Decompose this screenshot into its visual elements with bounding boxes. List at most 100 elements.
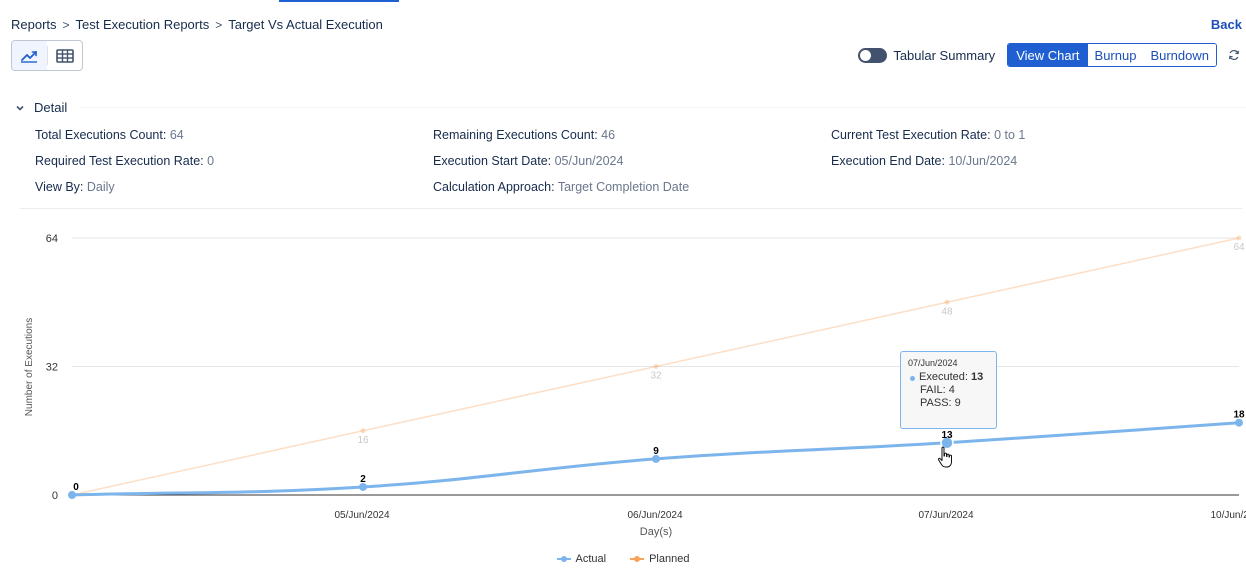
detail-value: 64: [169, 128, 184, 142]
tabular-summary-label: Tabular Summary: [893, 47, 996, 63]
detail-value: 0: [207, 154, 215, 168]
breadcrumb-test-execution-reports[interactable]: Test Execution Reports: [75, 17, 210, 32]
tooltip-executed: Executed: 13: [908, 371, 989, 384]
detail-value: 05/Jun/2024: [554, 154, 624, 168]
detail-section-toggle[interactable]: Detail: [15, 100, 67, 115]
tooltip-pass: PASS: 9: [908, 397, 989, 410]
detail-label: Total Executions Count:: [35, 128, 167, 142]
view-chart-button[interactable]: View Chart: [1008, 44, 1088, 66]
active-tab-indicator: [279, 0, 399, 2]
toggle-divider: [46, 46, 48, 65]
detail-value: 10/Jun/2024: [948, 154, 1018, 168]
tooltip-executed-value: 13: [970, 371, 984, 383]
breadcrumb: Reports > Test Execution Reports > Targe…: [11, 17, 383, 32]
data-point-actual: [359, 482, 367, 491]
breadcrumb-separator: >: [215, 17, 223, 32]
detail-calc-approach: Calculation Approach: Target Completion …: [433, 180, 689, 194]
series-line-planned: [71, 237, 1240, 496]
tooltip-pass-label: PASS:: [920, 397, 952, 409]
burnup-button[interactable]: Burnup: [1087, 44, 1144, 66]
y-tick-label: 32: [46, 362, 58, 374]
tabular-summary-toggle[interactable]: [858, 47, 888, 63]
data-label-planned: 64: [1233, 242, 1245, 253]
legend-swatch: [630, 556, 645, 562]
detail-value: 0 to 1: [994, 128, 1026, 142]
chart-view-button[interactable]: [12, 41, 47, 70]
detail-start-date: Execution Start Date: 05/Jun/2024: [433, 154, 623, 168]
detail-value: Daily: [86, 180, 115, 194]
data-point-planned: [944, 299, 950, 305]
data-point-actual: [68, 491, 76, 499]
detail-required-rate: Required Test Execution Rate: 0: [35, 154, 214, 168]
x-tick-label: 05/Jun/2024: [334, 510, 389, 521]
table-view-button[interactable]: [48, 41, 83, 70]
detail-remaining-executions: Remaining Executions Count: 46: [433, 128, 615, 142]
detail-total-executions: Total Executions Count: 64: [35, 128, 184, 142]
data-point-actual: [1235, 418, 1243, 427]
tooltip-fail-label: FAIL:: [920, 384, 946, 396]
detail-value: 46: [601, 128, 616, 142]
back-link[interactable]: Back: [1210, 17, 1242, 32]
data-label-actual: 18: [1233, 410, 1245, 421]
line-chart-icon: [21, 50, 38, 63]
data-label-actual: 0: [73, 482, 79, 493]
chart-legend: Actual Planned: [0, 553, 1246, 565]
detail-label: Remaining Executions Count:: [433, 128, 598, 142]
breadcrumb-reports[interactable]: Reports: [11, 17, 57, 32]
x-tick-label: 10/Jun/2024: [1210, 510, 1246, 521]
data-label-planned: 48: [941, 306, 953, 317]
detail-label: Calculation Approach:: [433, 180, 555, 194]
x-axis-title: Day(s): [640, 526, 672, 538]
tooltip-fail-value: 4: [948, 384, 955, 396]
detail-label: Execution Start Date:: [433, 154, 552, 168]
detail-value: Target Completion Date: [557, 180, 690, 194]
data-point-planned: [360, 428, 366, 434]
tooltip-pass-value: 9: [954, 397, 961, 409]
data-point-planned: [1236, 235, 1242, 241]
view-toggle: [11, 40, 83, 71]
y-tick-label: 64: [46, 233, 58, 245]
detail-end-date: Execution End Date: 10/Jun/2024: [831, 154, 1017, 168]
y-tick-label: 0: [52, 490, 58, 502]
detail-header-label: Detail: [34, 100, 68, 115]
chart-mode-segmented: View Chart Burnup Burndown: [1007, 43, 1217, 67]
x-tick-label: 07/Jun/2024: [918, 510, 973, 521]
legend-label: Actual: [575, 553, 607, 565]
chevron-down-icon: [16, 105, 24, 111]
detail-view-by: View By: Daily: [35, 180, 115, 194]
tooltip-date: 07/Jun/2024: [908, 358, 958, 368]
legend-item-planned[interactable]: Planned: [630, 553, 689, 565]
data-point-planned: [653, 364, 659, 369]
hand-pointer-icon: [937, 446, 952, 468]
burndown-button[interactable]: Burndown: [1143, 44, 1216, 66]
legend-item-actual[interactable]: Actual: [556, 553, 607, 565]
refresh-button[interactable]: [1227, 48, 1241, 62]
divider: [80, 107, 1246, 108]
divider: [20, 208, 1242, 209]
data-label-planned: 32: [650, 371, 662, 382]
tooltip-executed-label: Executed:: [919, 371, 968, 383]
x-tick-label: 06/Jun/2024: [627, 510, 682, 521]
legend-label: Planned: [649, 553, 690, 565]
data-point-actual: [652, 454, 660, 463]
breadcrumb-separator: >: [62, 17, 70, 32]
detail-label: View By:: [35, 180, 84, 194]
refresh-icon: [1229, 49, 1239, 61]
chart-controls: Tabular Summary View Chart Burnup Burndo…: [858, 43, 1246, 67]
detail-label: Required Test Execution Rate:: [35, 154, 204, 168]
table-grid-icon: [55, 48, 74, 63]
toggle-knob: [860, 49, 872, 61]
data-label-planned: 0: [73, 482, 79, 493]
y-axis-title: Number of Executions: [24, 318, 35, 416]
tooltip-fail: FAIL: 4: [908, 384, 989, 397]
data-label-actual: 2: [360, 474, 366, 485]
execution-chart: 0 32 64 05/Jun/2024 06/Jun/2024 07/Jun/2024 10…: [24, 233, 1246, 538]
detail-label: Current Test Execution Rate:: [831, 128, 991, 142]
data-label-actual: 9: [653, 446, 659, 457]
chart-tooltip: 07/Jun/2024 Executed: 13 FAIL: 4 PASS: 9: [900, 351, 997, 429]
data-point-actual: [940, 436, 954, 450]
detail-label: Execution End Date:: [831, 154, 945, 168]
data-label-actual: 13: [941, 430, 953, 441]
data-label-planned: 16: [357, 435, 369, 446]
page-title: Target Vs Actual Execution: [228, 17, 383, 32]
